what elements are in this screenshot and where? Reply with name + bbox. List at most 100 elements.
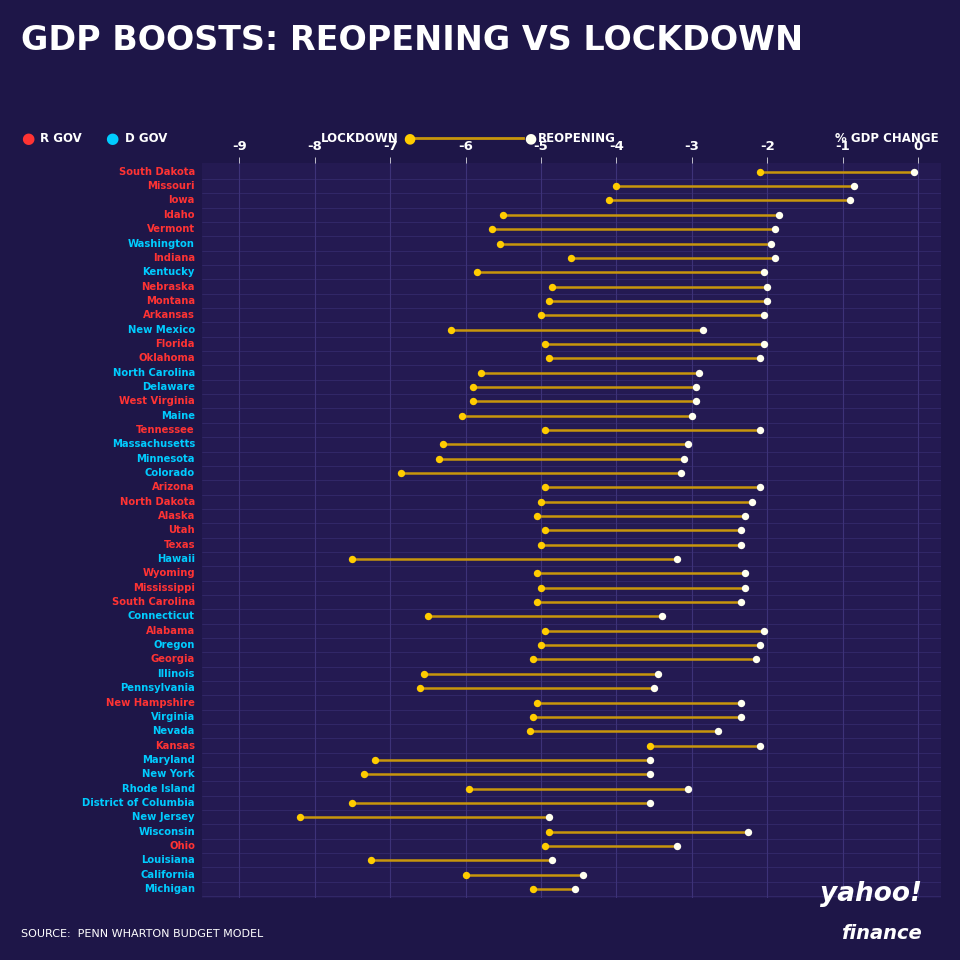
Text: South Dakota: South Dakota xyxy=(119,167,195,177)
Point xyxy=(462,780,477,796)
Text: SOURCE:  PENN WHARTON BUDGET MODEL: SOURCE: PENN WHARTON BUDGET MODEL xyxy=(21,929,263,939)
Point xyxy=(534,537,549,552)
Point xyxy=(364,852,379,868)
Point xyxy=(669,838,684,853)
Point xyxy=(756,307,771,323)
Point xyxy=(710,724,726,739)
Point xyxy=(733,594,749,610)
Point xyxy=(526,881,541,897)
Text: Idaho: Idaho xyxy=(163,210,195,220)
Text: Utah: Utah xyxy=(168,525,195,536)
Point xyxy=(413,681,428,696)
Point xyxy=(681,780,696,796)
Point xyxy=(752,738,767,754)
Point xyxy=(752,350,767,366)
Point xyxy=(394,466,409,481)
Point xyxy=(677,451,692,467)
Text: Ohio: Ohio xyxy=(169,841,195,851)
Point xyxy=(756,265,771,280)
Point xyxy=(567,881,583,897)
Point xyxy=(540,809,556,825)
Text: Connecticut: Connecticut xyxy=(128,612,195,621)
Point xyxy=(564,251,579,266)
Point xyxy=(752,164,767,180)
Point xyxy=(526,652,541,667)
Text: Virginia: Virginia xyxy=(151,712,195,722)
Text: Pennsylvania: Pennsylvania xyxy=(120,684,195,693)
Text: ●: ● xyxy=(106,131,119,146)
Text: GDP BOOSTS: REOPENING VS LOCKDOWN: GDP BOOSTS: REOPENING VS LOCKDOWN xyxy=(21,24,804,57)
Point xyxy=(692,365,708,380)
Point xyxy=(537,336,552,351)
Text: LOCKDOWN: LOCKDOWN xyxy=(321,132,398,145)
Point xyxy=(537,422,552,438)
Point xyxy=(537,523,552,539)
Point xyxy=(767,222,782,237)
Text: Nevada: Nevada xyxy=(153,726,195,736)
Text: North Carolina: North Carolina xyxy=(112,368,195,377)
Text: Alaska: Alaska xyxy=(157,511,195,521)
Text: Maryland: Maryland xyxy=(142,755,195,765)
Point xyxy=(537,480,552,495)
Text: Tennessee: Tennessee xyxy=(136,425,195,435)
Text: Indiana: Indiana xyxy=(153,252,195,263)
Point xyxy=(534,307,549,323)
Point xyxy=(752,422,767,438)
Text: Vermont: Vermont xyxy=(147,225,195,234)
Point xyxy=(435,437,450,452)
Point xyxy=(756,336,771,351)
Point xyxy=(530,695,545,710)
Point xyxy=(756,623,771,638)
Point xyxy=(654,609,669,624)
Point xyxy=(650,666,665,682)
Text: ●: ● xyxy=(524,132,537,145)
Point xyxy=(643,767,659,782)
Point xyxy=(417,666,432,682)
Text: Texas: Texas xyxy=(163,540,195,550)
Point xyxy=(484,222,499,237)
Point xyxy=(544,852,560,868)
Point xyxy=(454,408,469,423)
Point xyxy=(752,480,767,495)
Point xyxy=(544,278,560,294)
Point xyxy=(534,494,549,510)
Text: % GDP CHANGE: % GDP CHANGE xyxy=(835,132,939,145)
Text: Georgia: Georgia xyxy=(151,655,195,664)
Point xyxy=(420,609,436,624)
Text: New Jersey: New Jersey xyxy=(132,812,195,823)
Text: Kansas: Kansas xyxy=(155,740,195,751)
Point xyxy=(458,867,473,882)
Point xyxy=(733,695,749,710)
Text: D GOV: D GOV xyxy=(125,132,167,145)
Text: ●: ● xyxy=(21,131,35,146)
Point xyxy=(733,523,749,539)
Point xyxy=(443,322,458,337)
Point xyxy=(748,652,763,667)
Point xyxy=(492,236,507,252)
Point xyxy=(669,551,684,566)
Point xyxy=(759,293,775,308)
Text: West Virginia: West Virginia xyxy=(119,396,195,406)
Text: Missouri: Missouri xyxy=(148,181,195,191)
Point xyxy=(534,637,549,653)
Point xyxy=(752,637,767,653)
Point xyxy=(737,509,753,524)
Text: Kentucky: Kentucky xyxy=(142,267,195,277)
Point xyxy=(733,537,749,552)
Point xyxy=(695,322,710,337)
Point xyxy=(469,265,485,280)
Text: Montana: Montana xyxy=(146,296,195,306)
Text: Alabama: Alabama xyxy=(146,626,195,636)
Point xyxy=(643,753,659,768)
Text: Mississippi: Mississippi xyxy=(133,583,195,592)
Point xyxy=(530,594,545,610)
Point xyxy=(530,565,545,581)
Text: California: California xyxy=(140,870,195,879)
Point xyxy=(609,179,624,194)
Point xyxy=(368,753,383,768)
Text: Colorado: Colorado xyxy=(145,468,195,478)
Text: North Dakota: North Dakota xyxy=(120,496,195,507)
Point xyxy=(684,408,700,423)
Text: Illinois: Illinois xyxy=(157,669,195,679)
Point xyxy=(643,738,659,754)
